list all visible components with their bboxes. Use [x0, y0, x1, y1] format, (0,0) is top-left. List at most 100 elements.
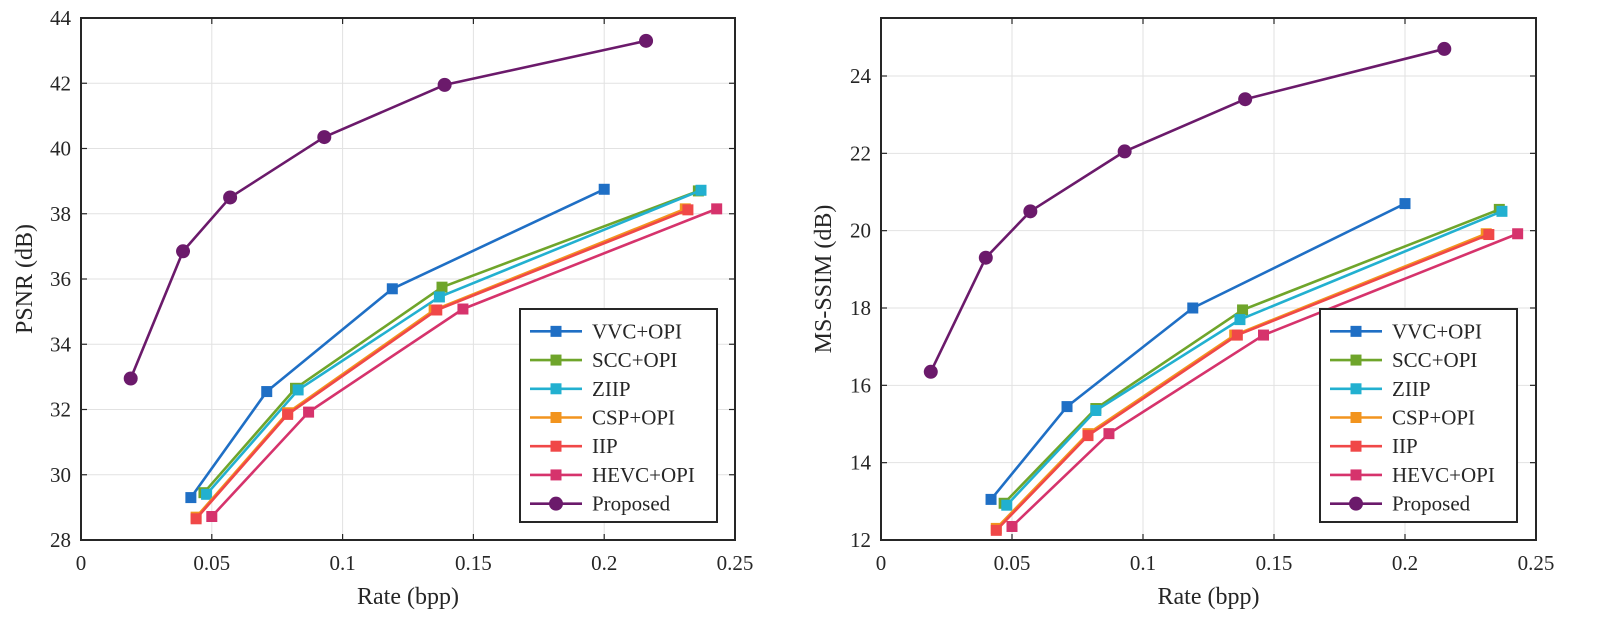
psnr-point-0-1: [261, 386, 273, 398]
ms-ssim-series-line-3: [995, 232, 1487, 530]
ms-ssim-ytick-label-6: 24: [850, 64, 872, 88]
psnr-point-6-0: [123, 371, 138, 386]
psnr-point-6-5: [639, 33, 654, 48]
psnr-series-line-4: [195, 208, 689, 520]
psnr-xtick-label-3: 0.15: [455, 551, 492, 575]
ms-ssim-point-2-0: [1001, 499, 1013, 511]
psnr-legend-marker-1: [550, 354, 562, 366]
psnr-ytick-label-4: 36: [50, 267, 71, 291]
ms-ssim-series-vvc-opi: [985, 198, 1411, 505]
psnr-point-5-3: [711, 203, 723, 215]
ms-ssim-plot: 0 0.05 0.1 0.15 0.2 0.25 12 14 16 18 20 22 24 Rate (b…: [811, 17, 1554, 610]
psnr-point-2-0: [201, 488, 213, 500]
psnr-series-line-6: [129, 39, 647, 380]
ms-ssim-point-4-0: [990, 524, 1002, 536]
ms-ssim-point-0-2: [1187, 302, 1199, 314]
psnr-ytick-label-2: 32: [50, 398, 71, 422]
psnr-series-line-0: [189, 188, 605, 499]
psnr-ylabel: PSNR (dB): [12, 224, 38, 334]
ms-ssim-series-line-4: [995, 233, 1490, 532]
psnr-point-0-0: [185, 492, 197, 504]
psnr-xtick-label-1: 0.05: [193, 551, 230, 575]
ms-ssim-series-line-2: [1005, 210, 1503, 507]
ms-ssim-series-iip: [990, 229, 1495, 536]
ms-ssim-ylabel: MS-SSIM (dB): [811, 205, 837, 354]
ms-ssim-xlabel: Rate (bpp): [1158, 584, 1260, 610]
psnr-point-2-2: [433, 291, 445, 303]
ms-ssim-series-line-0: [990, 202, 1406, 501]
psnr-point-5-1: [303, 406, 315, 418]
ms-ssim-xtick-label-2: 0.1: [1130, 551, 1156, 575]
ms-ssim-point-0-3: [1399, 198, 1411, 210]
psnr-legend-label-5: HEVC+OPI: [592, 463, 695, 487]
psnr-xtick-label-4: 0.2: [591, 551, 617, 575]
ms-ssim-point-2-1: [1090, 404, 1102, 416]
ms-ssim-legend-label-2: ZIIP: [1392, 377, 1431, 401]
psnr-axes-frame: [80, 17, 736, 541]
psnr-point-2-1: [292, 384, 304, 396]
psnr-point-0-2: [386, 283, 398, 295]
psnr-point-4-2: [431, 304, 443, 316]
psnr-point-4-1: [282, 408, 294, 420]
ms-ssim-legend-label-0: VVC+OPI: [1392, 319, 1482, 343]
ms-ssim-ytick-label-5: 22: [850, 141, 871, 165]
ms-ssim-series-ziip: [1001, 205, 1508, 511]
psnr-series-line-5: [210, 207, 718, 518]
psnr-legend: VVC+OPI SCC+OPI ZIIP CSP+OPI IIP HEVC+OPI Prop…: [519, 308, 718, 523]
psnr-legend-label-2: ZIIP: [592, 377, 631, 401]
psnr-ytick-label-6: 40: [50, 137, 71, 161]
ms-ssim-point-6-3: [1117, 144, 1132, 159]
psnr-legend-marker-6: [549, 496, 563, 511]
psnr-legend-marker-0: [550, 325, 562, 337]
psnr-series-proposed: [123, 33, 654, 386]
psnr-legend-label-6: Proposed: [592, 492, 671, 516]
ms-ssim-series-line-6: [929, 47, 1445, 373]
ms-ssim-xtick-label-4: 0.2: [1392, 551, 1418, 575]
psnr-xtick-label-2: 0.1: [329, 551, 355, 575]
ms-ssim-point-0-0: [985, 493, 997, 505]
ms-ssim-point-1-2: [1237, 304, 1249, 316]
ms-ssim-legend-marker-5: [1350, 469, 1362, 481]
psnr-ytick-label-1: 30: [50, 463, 71, 487]
ms-ssim-series-hevc-opi: [1006, 228, 1524, 532]
ms-ssim-ytick-label-2: 16: [850, 373, 871, 397]
ms-ssim-series-proposed: [923, 41, 1452, 379]
ms-ssim-point-6-2: [1023, 204, 1038, 219]
psnr-ytick-label-7: 42: [50, 71, 71, 95]
psnr-legend-label-1: SCC+OPI: [592, 348, 677, 372]
ms-ssim-ytick-label-4: 20: [850, 219, 871, 243]
psnr-legend-label-4: IIP: [592, 434, 618, 458]
psnr-xtick-label-0: 0: [76, 551, 87, 575]
psnr-point-4-3: [682, 204, 694, 216]
ms-ssim-point-4-1: [1082, 430, 1094, 442]
ms-ssim-point-6-4: [1238, 92, 1253, 107]
ms-ssim-point-0-1: [1061, 401, 1073, 413]
ms-ssim-ytick-label-3: 18: [850, 296, 871, 320]
psnr-series-line-2: [205, 189, 702, 496]
psnr-legend-marker-4: [550, 440, 562, 452]
psnr-ytick-label-8: 44: [50, 6, 72, 30]
ms-ssim-legend-label-1: SCC+OPI: [1392, 348, 1477, 372]
psnr-point-6-4: [437, 77, 452, 92]
ms-ssim-point-6-0: [923, 364, 938, 379]
psnr-series-iip: [190, 204, 694, 525]
psnr-legend-marker-2: [550, 383, 562, 395]
ms-ssim-point-4-2: [1231, 329, 1243, 341]
psnr-ytick-label-3: 34: [50, 332, 72, 356]
ms-ssim-point-6-1: [978, 250, 993, 265]
psnr-point-6-3: [317, 130, 332, 145]
psnr-ytick-label-0: 28: [50, 528, 71, 552]
ms-ssim-ytick-label-1: 14: [850, 451, 872, 475]
ms-ssim-point-2-3: [1496, 205, 1508, 217]
ms-ssim-legend-label-6: Proposed: [1392, 492, 1471, 516]
ms-ssim-legend-marker-1: [1350, 354, 1362, 366]
ms-ssim-legend-label-5: HEVC+OPI: [1392, 463, 1495, 487]
ms-ssim-point-2-2: [1234, 314, 1246, 326]
ms-ssim-legend-marker-2: [1350, 383, 1362, 395]
psnr-series-ziip: [201, 184, 707, 500]
psnr-point-6-2: [223, 190, 238, 205]
psnr-legend-label-0: VVC+OPI: [592, 319, 682, 343]
ms-ssim-legend-marker-4: [1350, 440, 1362, 452]
